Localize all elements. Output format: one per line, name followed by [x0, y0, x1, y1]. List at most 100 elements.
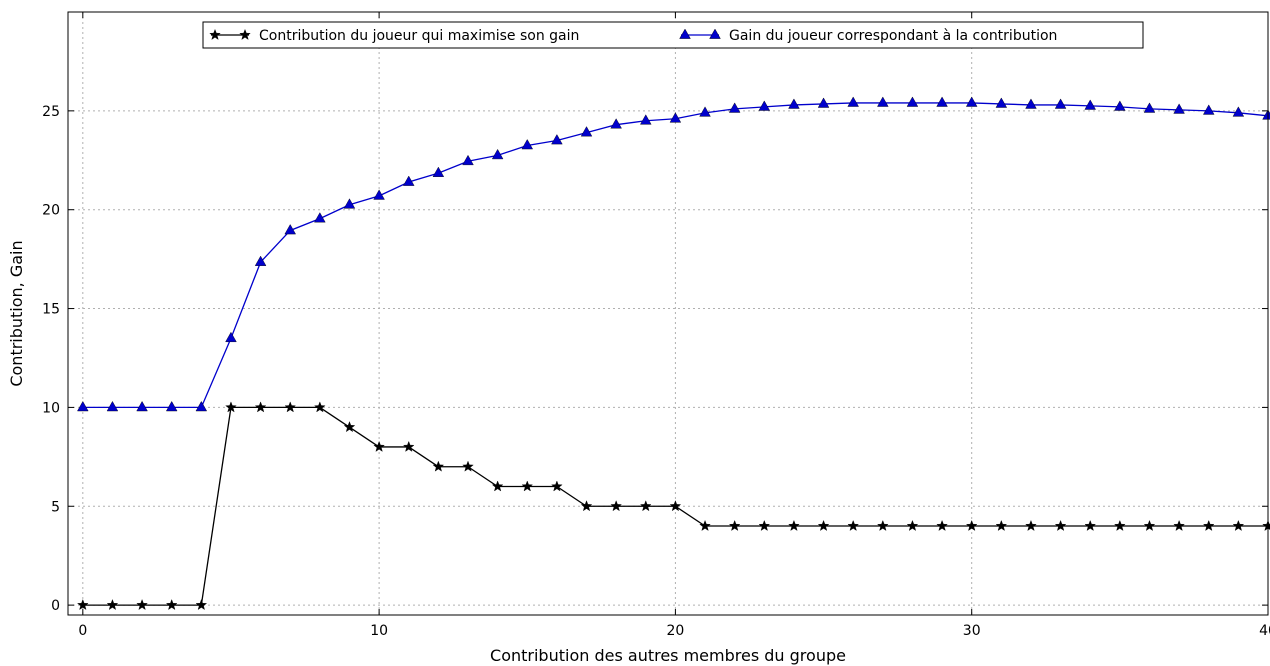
- data-point-0: [165, 599, 178, 611]
- data-point-1: [1025, 98, 1037, 109]
- data-point-0: [1114, 519, 1126, 531]
- data-point-1: [195, 401, 208, 412]
- data-point-0: [254, 401, 267, 413]
- data-point-1: [1232, 106, 1245, 117]
- data-point-1: [165, 401, 178, 412]
- data-point-1: [758, 100, 771, 111]
- data-point-0: [640, 500, 652, 512]
- data-point-0: [225, 401, 237, 413]
- data-point-1: [254, 255, 267, 266]
- data-point-0: [758, 519, 771, 531]
- data-point-1: [1143, 102, 1156, 113]
- series-markers: [77, 96, 1270, 611]
- data-point-1: [640, 114, 652, 125]
- y-tick-label: 5: [51, 499, 60, 515]
- data-point-1: [77, 401, 89, 412]
- legend-box: [202, 21, 1144, 49]
- data-point-1: [699, 106, 711, 117]
- data-point-0: [402, 440, 415, 452]
- data-point-1: [995, 97, 1008, 108]
- data-point-1: [432, 166, 445, 177]
- data-point-1: [728, 102, 741, 113]
- data-point-0: [788, 519, 800, 531]
- data-point-1: [225, 331, 237, 343]
- data-point-1: [847, 96, 859, 107]
- axis-ticks: 0 10 20 30 40 0 5 10 15 20 25: [42, 12, 1270, 639]
- y-tick-label: 10: [42, 400, 60, 416]
- data-point-1: [669, 112, 682, 123]
- x-tick-label: 10: [370, 623, 388, 639]
- data-point-0: [491, 480, 504, 492]
- legend-marker-0: [209, 28, 221, 40]
- data-point-1: [877, 96, 889, 107]
- data-point-0: [521, 480, 534, 492]
- data-point-0: [669, 500, 682, 512]
- data-point-0: [936, 519, 948, 531]
- legend-label-0: Contribution du joueur qui maximise son …: [259, 28, 579, 44]
- data-point-1: [965, 96, 978, 107]
- data-point-1: [1173, 103, 1185, 114]
- data-point-0: [77, 599, 89, 611]
- data-point-1: [343, 198, 356, 209]
- data-point-0: [965, 519, 978, 531]
- data-point-1: [1114, 100, 1126, 111]
- data-point-0: [1143, 519, 1156, 531]
- data-point-1: [1202, 104, 1215, 115]
- data-point-0: [136, 599, 148, 611]
- data-point-0: [551, 480, 563, 492]
- data-point-0: [580, 500, 593, 512]
- x-tick-label: 40: [1259, 623, 1270, 639]
- data-point-0: [877, 519, 889, 531]
- data-point-1: [462, 154, 474, 166]
- data-point-1: [788, 98, 800, 109]
- data-point-1: [1054, 98, 1067, 109]
- data-point-1: [314, 212, 326, 223]
- data-point-0: [728, 519, 741, 531]
- data-point-0: [343, 421, 356, 433]
- legend-marker-1: [679, 28, 691, 39]
- y-tick-label: 25: [42, 104, 60, 120]
- data-point-0: [462, 460, 474, 472]
- plot-frame: [67, 11, 1269, 616]
- x-tick-label: 0: [78, 623, 87, 639]
- data-point-1: [521, 139, 534, 150]
- data-point-0: [610, 500, 622, 512]
- data-point-0: [1025, 519, 1037, 531]
- legend: Contribution du joueur qui maximise son …: [202, 21, 1144, 49]
- data-point-1: [817, 97, 830, 108]
- x-axis-label: Contribution des autres membres du group…: [490, 646, 846, 665]
- data-point-0: [847, 519, 859, 531]
- data-point-1: [106, 401, 119, 412]
- legend-label-1: Gain du joueur correspondant à la contri…: [729, 28, 1057, 44]
- data-point-1: [551, 134, 563, 145]
- data-point-0: [699, 519, 711, 531]
- data-point-0: [1084, 519, 1096, 531]
- data-point-1: [491, 148, 504, 160]
- data-point-0: [432, 460, 445, 472]
- data-point-1: [1084, 99, 1096, 110]
- data-point-1: [284, 224, 296, 235]
- data-point-0: [1232, 519, 1245, 531]
- y-tick-label: 15: [42, 302, 60, 318]
- data-point-0: [906, 519, 919, 531]
- data-point-1: [936, 96, 948, 107]
- y-axis-label: Contribution, Gain: [7, 240, 26, 386]
- data-point-1: [136, 401, 148, 412]
- data-point-0: [1173, 519, 1185, 531]
- x-tick-label: 20: [666, 623, 684, 639]
- data-point-1: [402, 175, 415, 186]
- data-point-0: [284, 401, 296, 413]
- data-point-0: [1202, 519, 1215, 531]
- y-tick-label: 0: [51, 598, 60, 614]
- data-point-0: [817, 519, 830, 531]
- y-tick-label: 20: [42, 203, 60, 219]
- legend-marker-0: [239, 28, 251, 40]
- legend-marker-1: [709, 28, 721, 39]
- data-point-0: [373, 440, 385, 452]
- data-point-0: [995, 519, 1008, 531]
- data-point-1: [610, 118, 622, 129]
- data-point-1: [580, 126, 593, 137]
- data-point-0: [195, 599, 208, 611]
- data-point-0: [1054, 519, 1067, 531]
